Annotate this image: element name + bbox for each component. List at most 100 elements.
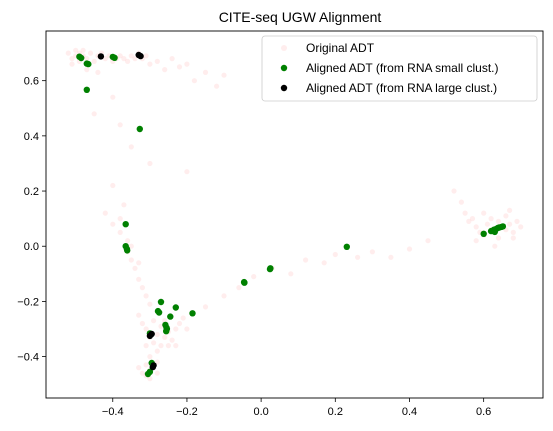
legend: Original ADT Aligned ADT (from RNA small… [261,35,538,102]
y-tick-label: 0.0 [24,241,39,253]
original-adt-point [473,224,479,230]
original-adt-point [184,326,190,332]
y-tick-label: 0.4 [24,131,39,143]
original-adt-point [87,50,94,56]
original-adt-point [128,144,134,150]
aligned-small-clust-point [167,313,174,320]
original-adt-point [136,260,142,266]
aligned-small-clust-point [144,370,152,378]
original-adt-point [495,218,502,224]
original-adt-point [139,370,145,376]
original-adt-point [169,56,175,62]
original-adt-point [80,47,86,53]
original-adt-point [117,122,123,128]
aligned-small-clust-point [78,54,85,62]
original-adt-point [451,188,457,194]
aligned-small-clust-point [122,221,129,228]
original-adt-point [154,331,160,338]
original-adt-point [332,251,338,258]
aligned-small-clust-point [189,310,196,317]
original-adt-point [173,343,179,349]
original-adt-point [369,249,375,255]
x-tick-label: −0.2 [176,406,198,418]
y-axis: −0.4 −0.2 0.0 0.2 0.4 0.6 [17,76,46,364]
original-adt-point [184,169,190,175]
original-adt-point [321,260,327,266]
aligned-small-clust-point [240,278,248,286]
chart-title: CITE-seq UGW Alignment [219,9,382,25]
original-adt-point [355,254,361,260]
aligned-small-clust-point [163,328,170,335]
original-adt-point [91,58,97,64]
legend-marker-large-clust [280,84,288,92]
original-adt-point [503,213,509,219]
original-adt-point [388,254,394,260]
original-adt-point [466,218,472,224]
original-adt-point [102,56,108,62]
original-adt-point [251,274,257,280]
original-adt-point [173,326,179,332]
original-adt-point [154,58,160,64]
original-adt-point [121,56,127,62]
x-axis: −0.4 −0.2 0.0 0.2 0.4 0.6 [102,398,491,418]
original-adt-point [132,56,138,62]
original-adt-point [191,78,197,84]
legend-label-large-clust: Aligned ADT (from RNA large clust.) [306,81,497,95]
original-adt-point [510,235,516,241]
original-adt-point [147,301,153,307]
original-adt-point [69,56,75,62]
y-tick-label: 0.6 [24,76,39,88]
aligned-large-clust-point [150,362,157,369]
original-adt-point [154,370,160,376]
aligned-small-clust-point [136,125,143,133]
original-adt-point [147,354,153,360]
aligned-small-clust-point [491,228,498,236]
legend-box [261,35,538,102]
aligned-small-clust-point [157,298,165,306]
original-adt-point [214,83,220,89]
original-adt-point [462,210,468,216]
original-adt-point [143,343,149,349]
aligned-small-clust-point [172,304,179,311]
aligned-small-clust-point [343,243,350,250]
aligned-large-clust-point [97,53,105,60]
legend-marker-small-clust [280,64,288,72]
aligned-small-clust-point [83,86,91,94]
original-adt-point [507,207,513,213]
original-adt-point [484,221,490,227]
original-adt-point [84,67,90,73]
aligned-large-clust-marks [97,51,157,371]
original-adt-point [110,94,116,100]
original-adt-point [473,238,479,244]
x-tick-label: 0.2 [328,406,343,418]
aligned-small-clust-point [266,265,274,273]
original-adt-point [492,243,498,249]
original-adt-point [202,69,209,75]
original-adt-point [65,50,71,56]
original-adt-point [136,365,142,371]
original-adt-point [125,58,131,64]
original-adt-point [117,53,123,59]
original-adt-point [147,61,153,67]
original-adt-point [303,257,309,263]
original-adt-point [151,318,157,324]
original-adt-point [165,343,171,349]
original-adt-point [151,340,157,346]
y-tick-label: −0.2 [17,296,39,308]
aligned-small-clust-point [111,54,118,61]
aligned-small-clust-point [155,309,163,316]
x-tick-label: 0.6 [476,406,491,418]
original-adt-point [162,67,168,73]
original-adt-point [102,210,108,216]
original-adt-point [84,56,90,62]
original-adt-point [139,285,145,291]
original-adt-point [176,64,183,70]
original-adt-point [128,53,134,59]
y-tick-label: −0.4 [17,352,39,364]
original-adt-point [121,202,127,208]
original-adt-point [128,243,134,249]
original-adt-point [147,376,153,382]
legend-label-original-adt: Original ADT [306,41,375,55]
original-adt-point [184,61,190,67]
original-adt-point [481,210,487,216]
